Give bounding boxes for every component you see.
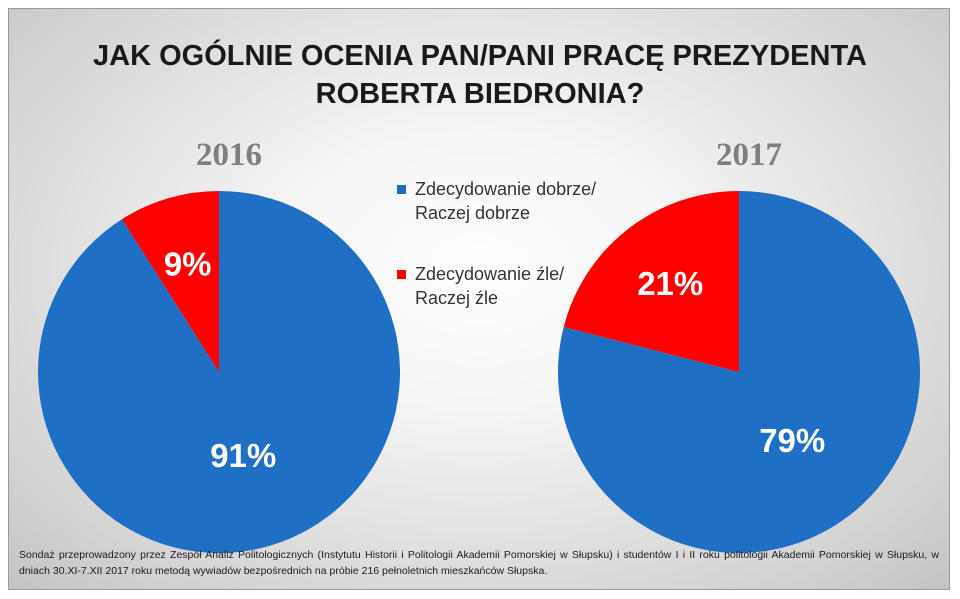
pie-title-2016: 2016 bbox=[196, 137, 262, 173]
chart-title: JAK OGÓLNIE OCENIA PAN/PANI PRACĘ PREZYD… bbox=[9, 37, 949, 113]
title-line-1: JAK OGÓLNIE OCENIA PAN/PANI PRACĘ PREZYD… bbox=[93, 40, 867, 72]
pie-slice-2016-positive bbox=[38, 191, 401, 553]
footnote: Sondaż przeprowadzony przez Zespół Anali… bbox=[19, 549, 939, 577]
legend-swatch-negative bbox=[397, 270, 406, 279]
legend-label-negative: Zdecydowanie źle/ Raczej źle bbox=[415, 262, 655, 310]
pie-charts: 91% 9% 79% 21% bbox=[38, 191, 920, 553]
legend-label-positive-line-1: Zdecydowanie dobrze/ bbox=[415, 179, 597, 199]
data-label-2017-positive: 79% bbox=[759, 422, 825, 459]
data-label-2017-negative: 21% bbox=[637, 265, 703, 302]
pie-slice-2017-negative bbox=[563, 191, 739, 372]
legend-label-positive: Zdecydowanie dobrze/ Raczej dobrze bbox=[415, 177, 655, 225]
pie-slice-2016-negative bbox=[122, 191, 219, 372]
data-label-2016-negative: 9% bbox=[164, 246, 212, 283]
legend-swatch-positive bbox=[397, 185, 406, 194]
pie-title-2017: 2017 bbox=[716, 137, 782, 173]
title-line-2: ROBERTA BIEDRONIA? bbox=[315, 78, 645, 110]
chart-frame: JAK OGÓLNIE OCENIA PAN/PANI PRACĘ PREZYD… bbox=[8, 8, 950, 590]
data-label-2016-positive: 91% bbox=[210, 437, 276, 474]
legend-label-negative-line-1: Zdecydowanie źle/ bbox=[415, 264, 565, 284]
legend-label-negative-line-2: Raczej źle bbox=[415, 288, 499, 308]
legend-label-positive-line-2: Raczej dobrze bbox=[415, 203, 531, 223]
